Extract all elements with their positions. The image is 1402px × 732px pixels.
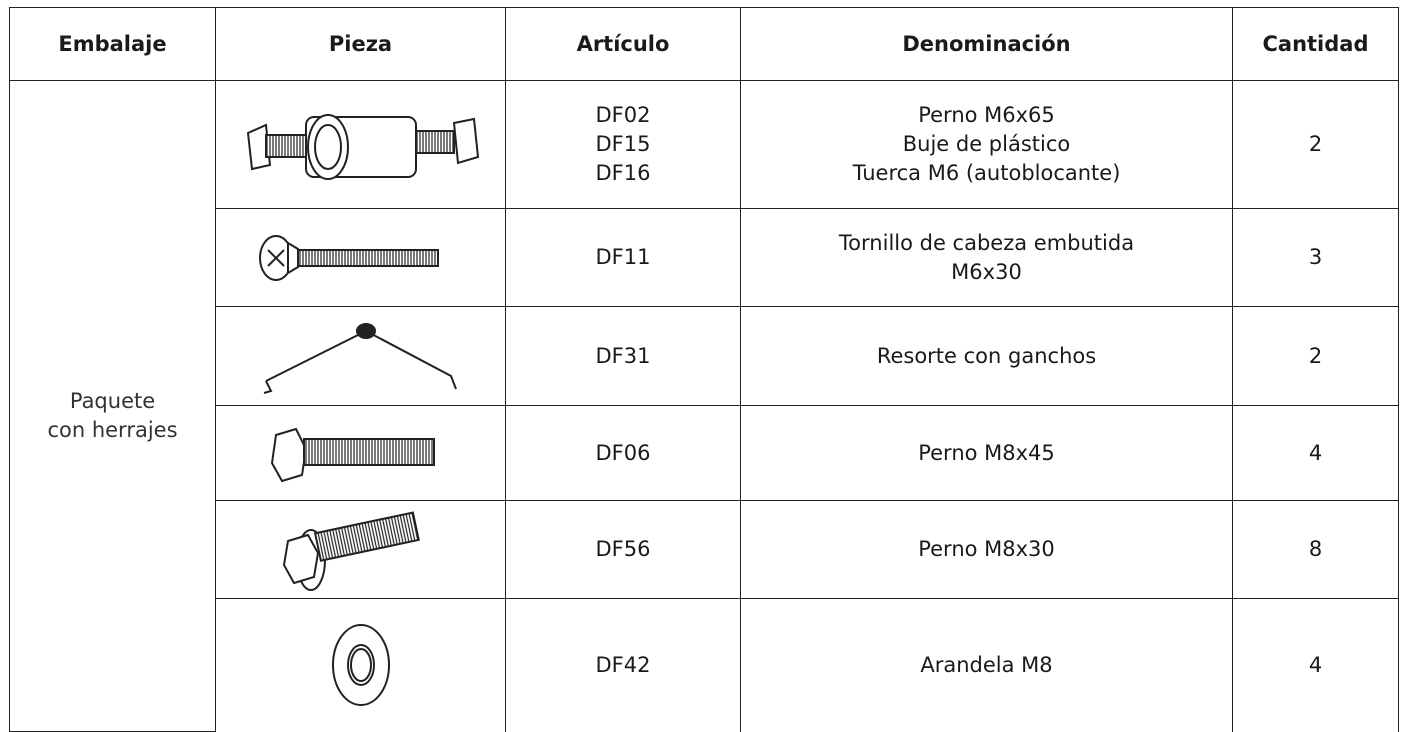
article-code: DF42 — [595, 652, 651, 677]
article-code: DF11 — [595, 245, 651, 269]
article-cell: DF42 — [505, 598, 741, 732]
name-line: Perno M8x30 — [918, 537, 1055, 561]
header-cell: Embalaje — [9, 7, 216, 81]
table-row: DF56 Perno M8x30 8 — [10, 500, 1399, 599]
name-line: Perno M6x65 — [918, 103, 1055, 127]
header-row: Embalaje Pieza Artículo Denominación Cantida… — [9, 7, 1399, 81]
table-row: DF11 Tornillo de cabeza embutida M6x30 3 — [10, 208, 1399, 307]
header-cell: Artículo — [505, 7, 741, 81]
name-cell: Resorte con ganchos — [740, 306, 1233, 406]
name-cell: Tornillo de cabeza embutida M6x30 — [740, 208, 1233, 307]
name-cell: Perno M6x65 Buje de plástico Tuerca M6 (au… — [740, 80, 1233, 209]
name-line: Tornillo de cabeza embutida — [838, 230, 1135, 255]
hex-bolt-icon — [270, 427, 435, 483]
flange-bolt-icon — [282, 510, 420, 591]
article-cell: DF56 — [505, 500, 741, 599]
article-cell: DF11 — [505, 208, 741, 307]
header-cell: Denominación — [740, 7, 1233, 81]
piece-cell — [215, 598, 506, 732]
header-cell: Pieza — [215, 7, 506, 81]
piece-cell — [215, 306, 506, 406]
name-line: M6x30 — [951, 259, 1022, 284]
table-row: Paquete con herrajes DF02 DF15 DF16 Perno M6x… — [9, 80, 1399, 732]
name-line: Tuerca M6 (autoblocante) — [852, 161, 1121, 185]
name-line: Perno M8x45 — [918, 440, 1055, 465]
piece-cell — [215, 405, 506, 501]
header-cell: Cantidad — [1232, 7, 1399, 81]
package-cell: Paquete con herrajes — [9, 80, 216, 732]
article-code: DF15 — [595, 132, 651, 156]
article-code: DF31 — [595, 343, 651, 368]
quantity-cell: 2 — [1232, 306, 1399, 406]
table-row: DF06 Perno M8x45 4 — [10, 405, 1399, 501]
spring-icon — [263, 323, 457, 394]
name-cell: Perno M8x45 — [740, 405, 1233, 501]
quantity-cell: 4 — [1232, 405, 1399, 501]
quantity-cell: 8 — [1232, 500, 1399, 599]
article-cell: DF06 — [505, 405, 741, 501]
name-line: Resorte con ganchos — [876, 343, 1097, 368]
piece-cell — [215, 80, 506, 209]
countersunk-screw-icon — [258, 234, 439, 281]
article-code: DF06 — [595, 440, 651, 465]
name-cell: Perno M8x30 — [740, 500, 1233, 599]
table-row: DF31 Resorte con ganchos 2 — [10, 306, 1399, 406]
article-code: DF16 — [595, 161, 651, 185]
quantity-cell: 2 — [1232, 80, 1399, 209]
piece-cell — [215, 500, 506, 599]
table-body: Paquete con herrajes DF02 DF15 DF16 Perno M6x… — [9, 80, 1399, 732]
quantity-cell: 4 — [1232, 598, 1399, 732]
name-cell: Arandela M8 — [740, 598, 1233, 732]
parts-table: Embalaje Pieza Artículo Denominación Cantida… — [9, 7, 1399, 732]
package-line: Paquete — [69, 389, 156, 413]
name-line: Buje de plástico — [902, 132, 1071, 156]
article-code: DF56 — [595, 537, 651, 561]
table-row: DF42 Arandela M8 4 — [10, 598, 1399, 732]
article-code: DF02 — [595, 103, 651, 127]
quantity-cell: 3 — [1232, 208, 1399, 307]
bolt-bushing-icon — [246, 113, 479, 180]
article-cell: DF02 DF15 DF16 — [505, 80, 741, 209]
article-cell: DF31 — [505, 306, 741, 406]
name-line: Arandela M8 — [920, 652, 1053, 677]
package-line: con herrajes — [47, 418, 178, 442]
washer-icon — [331, 624, 390, 707]
piece-cell — [215, 208, 506, 307]
